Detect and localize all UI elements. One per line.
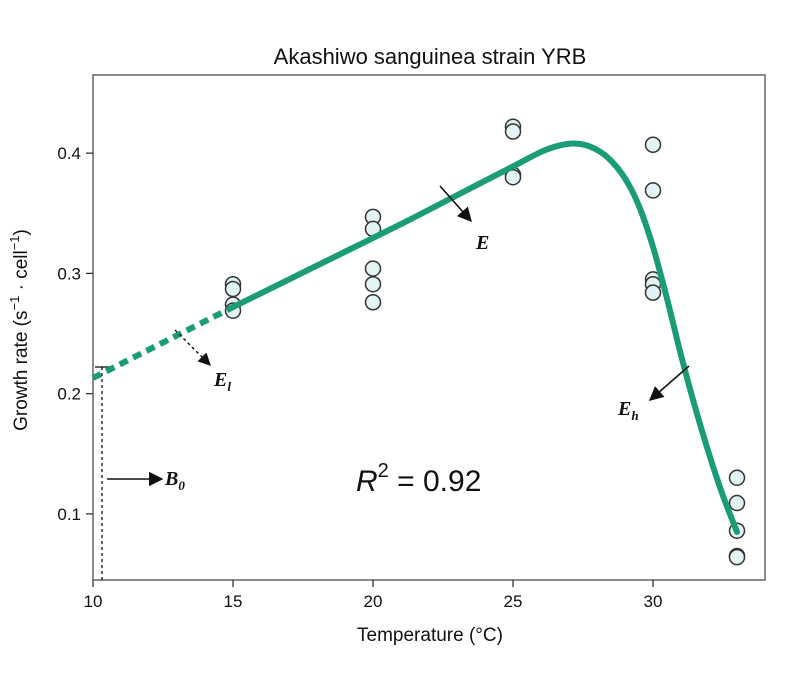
data-point [364, 294, 382, 311]
y-axis-title-sup1: −1 [7, 296, 22, 311]
y-tick-label: 0.1 [57, 505, 81, 524]
el-label: El [213, 369, 231, 394]
data-points [224, 118, 746, 566]
x-tick-label: 20 [364, 592, 383, 611]
eh-label-main: E [617, 398, 631, 420]
r-squared-value: = 0.92 [389, 465, 482, 498]
data-point [644, 136, 662, 153]
chart-title: Akashiwo sanguinea strain YRB [274, 44, 587, 69]
e-arrow [439, 185, 472, 223]
y-axis-title-part2: · cell [11, 250, 32, 295]
y-axis-title: Growth rate (s−1 · cell−1) [7, 229, 32, 431]
fit-curve-extrapolated [91, 304, 235, 381]
x-tick-label: 10 [84, 592, 103, 611]
el-arrow [174, 329, 211, 366]
b0-label-main: B [164, 468, 178, 490]
x-tick-label: 30 [644, 592, 663, 611]
r-squared-sup: 2 [378, 460, 389, 482]
y-axis: 0.1 0.2 0.3 0.4 [57, 144, 93, 524]
el-label-sub: l [227, 379, 231, 394]
y-tick-label: 0.4 [57, 144, 81, 163]
eh-arrow [648, 365, 690, 401]
data-point [504, 123, 522, 140]
fit-curve [230, 140, 740, 535]
data-point [644, 284, 662, 301]
x-tick-label: 25 [504, 592, 523, 611]
data-point [224, 280, 242, 298]
x-axis-title: Temperature (°C) [357, 625, 503, 646]
e-label: E [475, 232, 489, 254]
y-tick-label: 0.3 [57, 264, 81, 283]
data-point [728, 494, 746, 512]
data-point [728, 548, 746, 566]
x-axis: 10 15 20 25 30 [84, 580, 663, 611]
y-tick-label: 0.2 [57, 385, 81, 404]
r-squared-label: R2 = 0.92 [356, 460, 481, 498]
el-label-main: E [213, 369, 227, 391]
x-tick-label: 15 [224, 592, 243, 611]
y-axis-title-part3: ) [11, 229, 32, 235]
plot-frame [92, 74, 766, 581]
y-axis-title-part1: Growth rate (s [11, 311, 32, 431]
data-point [644, 182, 662, 199]
eh-label-sub: h [631, 408, 638, 423]
b0-label: B0 [164, 468, 185, 493]
eh-label: Eh [617, 398, 639, 423]
b0-label-sub: 0 [178, 478, 185, 493]
r-squared-r: R [356, 465, 378, 498]
y-axis-title-sup2: −1 [7, 235, 22, 250]
data-point [364, 260, 382, 277]
data-point [728, 469, 746, 487]
data-point [364, 275, 382, 293]
